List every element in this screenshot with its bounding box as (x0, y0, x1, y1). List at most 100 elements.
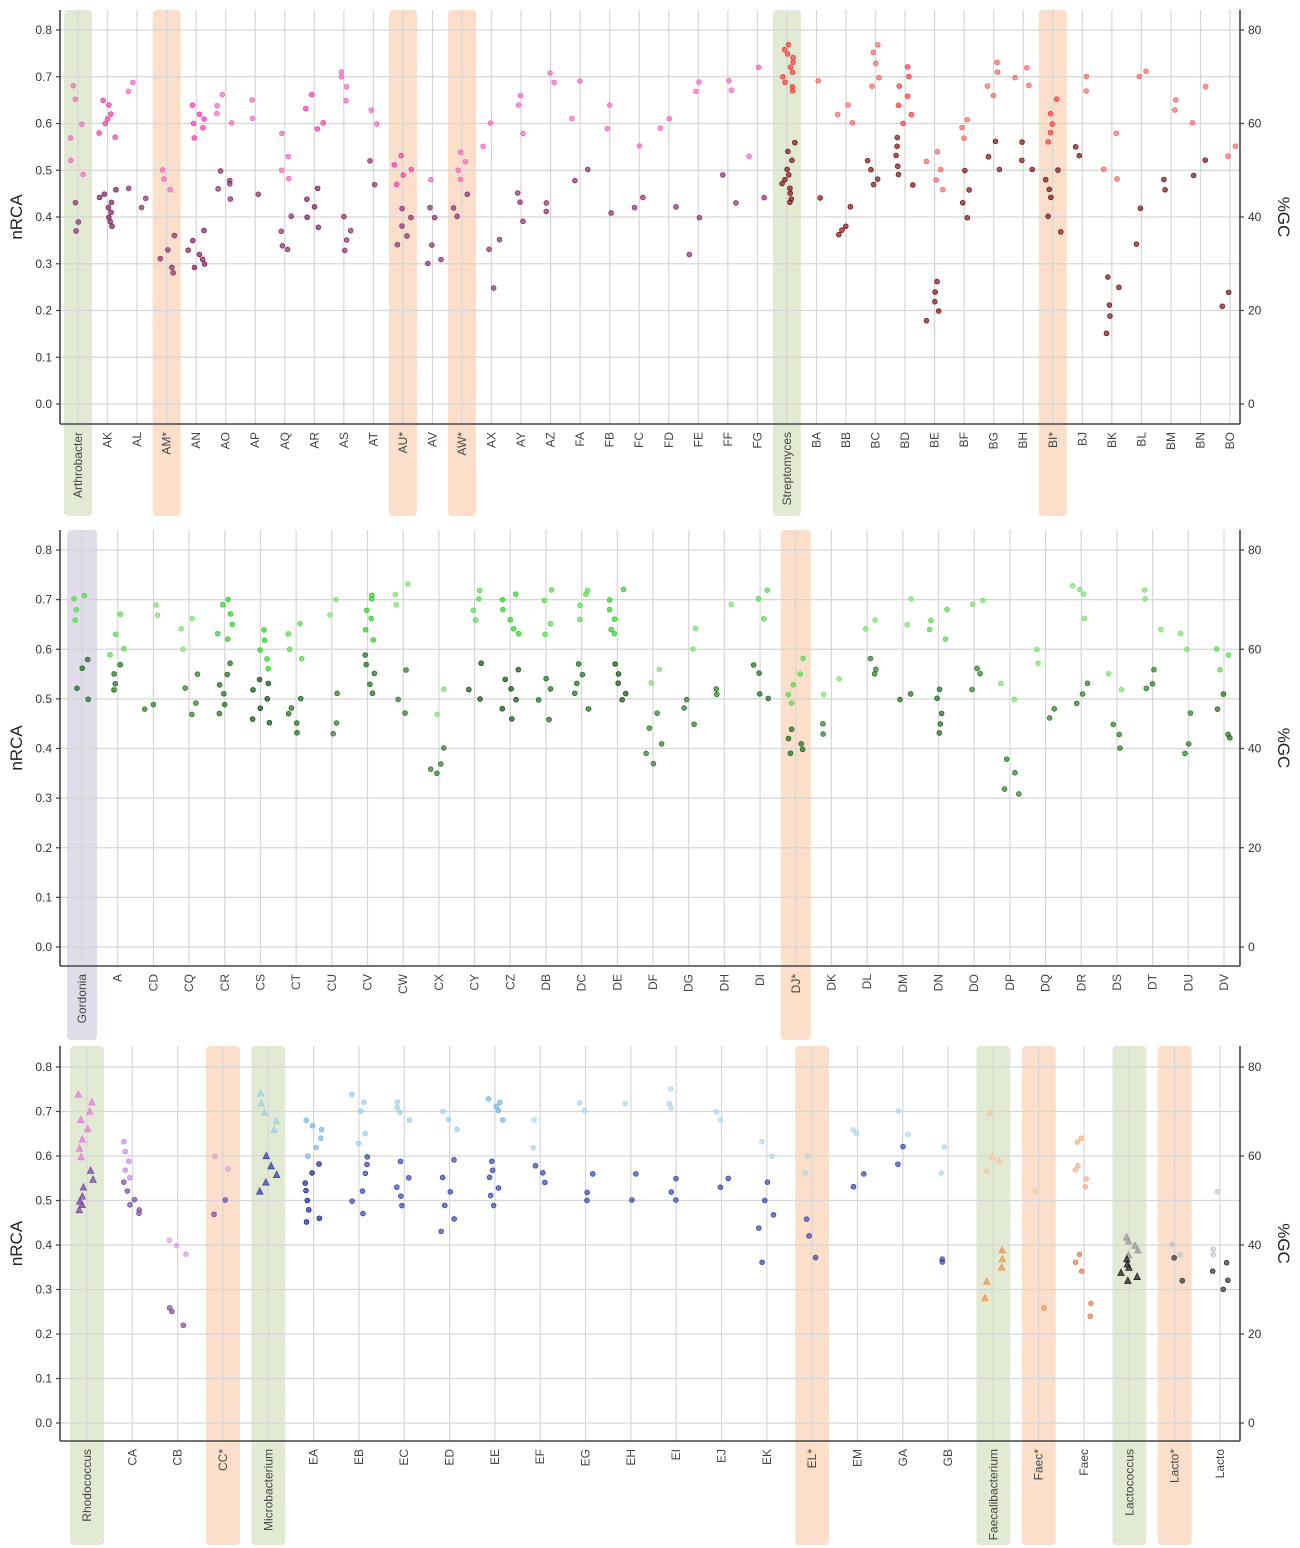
data-point-lower (255, 1186, 264, 1195)
data-point-lower (654, 710, 660, 716)
data-point-lower (1182, 750, 1188, 757)
x-tick-label: EE (488, 1449, 502, 1465)
data-point-lower (764, 1179, 771, 1185)
data-point-upper (499, 596, 506, 603)
data-point-lower (1016, 791, 1022, 797)
data-point-lower (543, 208, 550, 215)
data-point-upper (75, 1143, 84, 1152)
data-point-lower (812, 1254, 819, 1261)
data-point-lower (1125, 1263, 1133, 1271)
data-point-upper (1080, 591, 1087, 597)
data-point-upper (1074, 1162, 1081, 1169)
data-point-lower (1012, 769, 1018, 776)
data-point-lower (397, 1158, 404, 1165)
data-point-lower (1187, 710, 1194, 716)
data-point-upper (520, 130, 526, 137)
data-point-lower (1076, 152, 1083, 159)
x-tick-label: Arthrobacter (71, 432, 85, 498)
data-point-lower (817, 195, 823, 201)
data-point-lower (1137, 205, 1144, 212)
data-point-upper (397, 1109, 403, 1116)
data-point-lower (1202, 157, 1209, 163)
x-tick-label: EB (352, 1449, 366, 1465)
data-point-lower (79, 1182, 88, 1191)
data-point-upper (72, 617, 78, 624)
data-point-lower (201, 261, 208, 267)
data-point-upper (790, 681, 797, 688)
y2-tick-label: 20 (1248, 841, 1262, 855)
data-point-upper (862, 626, 869, 632)
data-point-upper (72, 96, 79, 103)
data-point-upper (1105, 670, 1112, 677)
data-point-lower (399, 223, 405, 229)
data-point-upper (368, 595, 375, 602)
data-point-lower (369, 690, 376, 697)
data-point-lower (496, 236, 503, 243)
data-point-upper (1214, 1188, 1221, 1195)
data-point-lower (108, 209, 114, 216)
x-tick-label: AZ (544, 432, 558, 447)
data-point-upper (1100, 166, 1107, 173)
x-tick-label: EI (669, 1449, 683, 1460)
data-point-upper (1072, 1167, 1079, 1173)
data-point-lower (367, 158, 373, 164)
data-point-upper (117, 611, 124, 617)
data-point-upper (87, 1097, 96, 1106)
y-tick-label: 0.7 (35, 593, 52, 607)
data-point-upper (440, 1108, 446, 1115)
data-point-lower (478, 660, 484, 667)
data-point-lower (756, 1225, 762, 1231)
data-point-lower (486, 246, 492, 253)
data-point-lower (169, 1308, 175, 1315)
data-point-lower (806, 1233, 812, 1239)
data-point-lower (532, 1162, 539, 1169)
data-point-lower (897, 696, 903, 703)
data-point-lower (304, 196, 310, 203)
data-point-upper (229, 621, 236, 628)
data-point-upper (1083, 73, 1090, 80)
data-point-lower (874, 176, 881, 182)
data-point-lower (363, 661, 370, 668)
data-point-lower (438, 256, 444, 263)
data-point-lower (1046, 715, 1053, 721)
data-point-upper (191, 135, 198, 141)
data-point-upper (728, 87, 735, 93)
x-tick-label: AL (130, 432, 144, 447)
x-tick-label: Rhodococcus (80, 1449, 94, 1522)
data-point-lower (1123, 1276, 1132, 1284)
x-tick-label: EG (579, 1449, 593, 1466)
data-point-lower (85, 696, 92, 703)
data-point-lower (347, 227, 354, 234)
data-point-upper (1049, 121, 1056, 127)
data-point-upper (657, 125, 664, 131)
data-point-upper (355, 1140, 362, 1147)
x-tick-label: DR (1074, 974, 1088, 992)
data-point-lower (543, 675, 549, 682)
data-point-upper (507, 616, 514, 623)
data-point-lower (266, 719, 273, 726)
data-point-upper (815, 77, 822, 84)
data-point-upper (998, 680, 1004, 687)
data-point-upper (1225, 153, 1231, 160)
data-point-upper (249, 115, 256, 122)
data-point-upper (1217, 666, 1223, 673)
data-point-lower (367, 681, 373, 688)
data-point-upper (126, 1174, 133, 1181)
data-point-lower (997, 1262, 1006, 1271)
data-point-upper (696, 79, 702, 85)
data-point-lower (1087, 1313, 1094, 1320)
data-point-upper (1184, 646, 1190, 653)
data-point-lower (673, 1197, 679, 1203)
data-point-upper (746, 153, 752, 160)
data-point-lower (450, 205, 457, 211)
data-point-lower (733, 200, 739, 206)
data-point-lower (189, 711, 195, 718)
x-tick-label: CR (218, 974, 232, 992)
data-point-lower (1088, 1300, 1094, 1307)
data-point-upper (577, 78, 583, 84)
data-point-upper (790, 59, 796, 65)
data-point-lower (451, 1216, 457, 1222)
data-point-upper (1114, 176, 1120, 182)
data-point-lower (934, 695, 940, 702)
data-point-upper (178, 626, 184, 632)
